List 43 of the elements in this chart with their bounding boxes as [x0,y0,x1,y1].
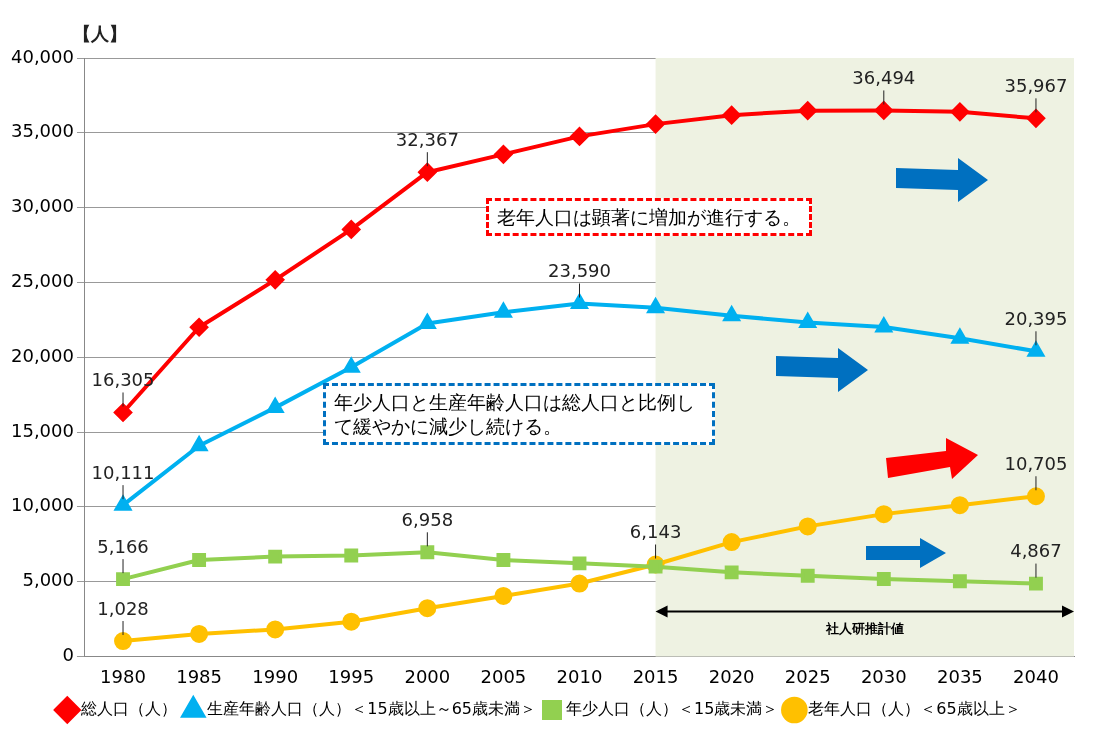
x-tick-label: 2040 [1013,665,1059,687]
legend-label: 老年人口（人）＜65歳以上＞ [808,699,1021,719]
y-tick-label: 10,000 [11,494,74,516]
data-label: 20,395 [1004,307,1068,329]
data-label: 10,705 [1004,452,1068,474]
band-label: 社人研推計値 [824,621,904,637]
legend-label: 生産年齢人口（人）＜15歳以上～65歳未満＞ [207,699,536,719]
x-tick-label: 2005 [480,665,527,687]
data-label: 6,958 [401,508,454,530]
y-axis-title: 【人】 [72,22,127,44]
x-tick-label: 1985 [176,665,223,687]
x-tick-label: 2015 [632,665,679,687]
x-tick-label: 1980 [100,665,146,687]
y-tick-label: 40,000 [11,45,74,67]
y-tick-label: 35,000 [11,120,74,142]
x-tick-label: 2010 [556,665,603,687]
y-tick-label: 5,000 [22,569,74,591]
data-label: 5,166 [97,535,149,557]
y-tick-label: 15,000 [11,419,74,441]
x-tick-label: 2020 [708,665,755,687]
data-label: 10,111 [91,461,155,483]
x-tick-label: 2035 [936,665,983,687]
data-label: 32,367 [395,128,459,150]
y-tick-label: 20,000 [11,344,74,366]
x-tick-label: 2000 [404,665,451,687]
legend-label: 総人口（人） [80,699,178,719]
x-tick-label: 1995 [328,665,375,687]
data-label: 35,967 [1004,75,1068,97]
y-tick-label: 25,000 [11,270,74,292]
data-label: 36,494 [852,67,916,89]
y-tick-label: 30,000 [11,195,74,217]
x-tick-label: 2025 [784,665,831,687]
data-label: 6,143 [629,521,682,543]
x-tick-label: 1990 [252,665,299,687]
legend-label: 年少人口（人）＜15歳未満＞ [566,699,779,719]
data-label: 23,590 [548,260,611,282]
callout-box: 老年人口は顕著に増加が進行する。 [486,198,812,236]
data-label: 4,867 [1010,540,1062,562]
y-tick-label: 0 [62,644,74,666]
callout-box: 年少人口と生産年齢人口は総人口と比例して緩やかに減少し続ける。 [323,383,715,445]
x-tick-label: 2030 [860,665,907,687]
data-label: 1,028 [97,597,149,619]
data-label: 16,305 [91,369,155,391]
